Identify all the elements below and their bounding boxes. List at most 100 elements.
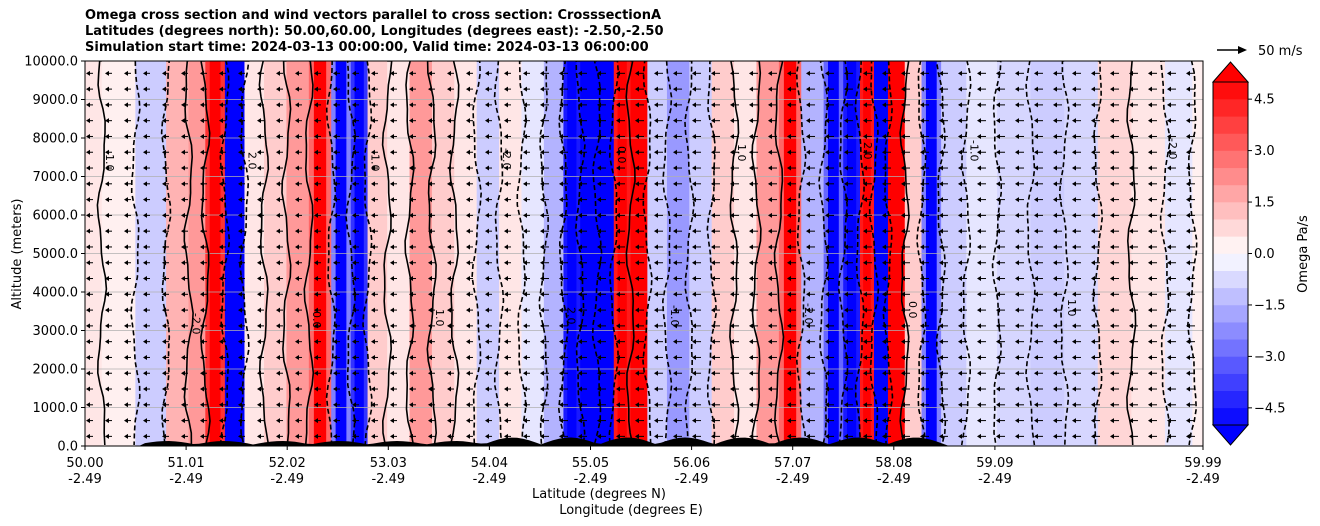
wind-vector-head bbox=[863, 181, 867, 187]
wind-vector-head bbox=[920, 118, 924, 124]
contour-line bbox=[404, 61, 415, 446]
wind-vector-head bbox=[730, 276, 734, 282]
wind-vector-head bbox=[939, 370, 943, 376]
wind-vector-head bbox=[181, 133, 185, 139]
wind-vector-head bbox=[409, 323, 413, 329]
wind-vector-head bbox=[390, 165, 394, 171]
wind-vector-head bbox=[1053, 370, 1057, 376]
wind-vector-head bbox=[844, 212, 848, 218]
wind-vector-head bbox=[578, 102, 582, 108]
wind-vector-head bbox=[1034, 212, 1038, 218]
wind-vector-head bbox=[825, 244, 829, 250]
wind-vector-head bbox=[578, 339, 582, 345]
wind-vector-head bbox=[295, 276, 299, 282]
wind-vector-head bbox=[711, 402, 715, 408]
wind-vector-head bbox=[578, 276, 582, 282]
wind-vector-head bbox=[901, 181, 905, 187]
contour-line bbox=[160, 61, 172, 446]
wind-vector-head bbox=[711, 102, 715, 108]
wind-vector-head bbox=[806, 102, 810, 108]
wind-vector-head bbox=[1034, 118, 1038, 124]
wind-vector-head bbox=[559, 276, 563, 282]
wind-vector-head bbox=[257, 339, 261, 345]
colorbar-tick-label: 3.0 bbox=[1254, 144, 1275, 159]
wind-vector-head bbox=[768, 291, 772, 297]
wind-vector-head bbox=[939, 276, 943, 282]
wind-vector-head bbox=[390, 70, 394, 76]
wind-vector-head bbox=[162, 133, 166, 139]
wind-vector-head bbox=[673, 339, 677, 345]
wind-vector-head bbox=[768, 260, 772, 266]
wind-vector-head bbox=[295, 165, 299, 171]
wind-vector-head bbox=[428, 339, 432, 345]
wind-vector-head bbox=[939, 86, 943, 92]
wind-vector-head bbox=[86, 260, 90, 266]
wind-vector-head bbox=[352, 86, 356, 92]
wind-vector-head bbox=[143, 323, 147, 329]
wind-vector-head bbox=[523, 197, 527, 203]
wind-vector-head bbox=[1053, 102, 1057, 108]
wind-vector-head bbox=[730, 339, 734, 345]
wind-vector-head bbox=[730, 149, 734, 155]
wind-vector-head bbox=[920, 339, 924, 345]
wind-vector-head bbox=[314, 354, 318, 360]
wind-vector-head bbox=[958, 70, 962, 76]
wind-vector-head bbox=[276, 228, 280, 234]
wind-vector-head bbox=[749, 102, 753, 108]
wind-vector-head bbox=[768, 102, 772, 108]
wind-vector-head bbox=[105, 133, 109, 139]
wind-vector-head bbox=[1091, 307, 1095, 313]
wind-vector-head bbox=[711, 323, 715, 329]
wind-vector-head bbox=[844, 228, 848, 234]
wind-vector-head bbox=[559, 149, 563, 155]
wind-vector-head bbox=[901, 339, 905, 345]
wind-vector-head bbox=[711, 70, 715, 76]
wind-vector-head bbox=[1015, 276, 1019, 282]
wind-vector-head bbox=[86, 323, 90, 329]
wind-vector-head bbox=[1072, 133, 1076, 139]
wind-vector-head bbox=[504, 86, 508, 92]
wind-vector-head bbox=[314, 370, 318, 376]
wind-vector-head bbox=[200, 118, 204, 124]
wind-vector-head bbox=[257, 149, 261, 155]
wind-vector-head bbox=[371, 386, 375, 392]
wind-vector-head bbox=[333, 402, 337, 408]
wind-vector-head bbox=[768, 133, 772, 139]
wind-vector-head bbox=[371, 212, 375, 218]
colorbar-extend-top bbox=[1211, 61, 1250, 83]
wind-vector-head bbox=[939, 244, 943, 250]
wind-vector-head bbox=[219, 433, 223, 439]
wind-vector-head bbox=[200, 212, 204, 218]
wind-vector-head bbox=[711, 149, 715, 155]
wind-vector-head bbox=[314, 244, 318, 250]
wind-vector-head bbox=[825, 118, 829, 124]
y-tick-label: 0.0 bbox=[57, 440, 78, 455]
wind-vector-head bbox=[1148, 118, 1152, 124]
wind-vector-head bbox=[485, 354, 489, 360]
wind-vector-head bbox=[958, 133, 962, 139]
wind-vector-head bbox=[920, 418, 924, 424]
wind-vector-head bbox=[1186, 86, 1190, 92]
wind-vector-head bbox=[523, 370, 527, 376]
y-tick-label: 6000.0 bbox=[33, 209, 79, 224]
y-axis: 0.01000.02000.03000.04000.05000.06000.07… bbox=[24, 55, 85, 455]
wind-vector-head bbox=[162, 86, 166, 92]
wind-vector-head bbox=[1148, 260, 1152, 266]
x-tick-label-lon: -2.49 bbox=[371, 472, 405, 487]
wind-vector-head bbox=[409, 149, 413, 155]
wind-vector-head bbox=[806, 433, 810, 439]
wind-vector-head bbox=[219, 307, 223, 313]
wind-vector-head bbox=[1015, 291, 1019, 297]
wind-vector-head bbox=[939, 291, 943, 297]
wind-vector-head bbox=[143, 70, 147, 76]
wind-vector-head bbox=[485, 418, 489, 424]
wind-vector-head bbox=[1148, 418, 1152, 424]
y-tick-label: 8000.0 bbox=[33, 132, 79, 147]
wind-vector-head bbox=[219, 276, 223, 282]
wind-vector-head bbox=[654, 260, 658, 266]
wind-vector-head bbox=[485, 244, 489, 250]
wind-vector-head bbox=[409, 354, 413, 360]
wind-vector-head bbox=[1110, 70, 1114, 76]
wind-vector-head bbox=[692, 276, 696, 282]
wind-vector-head bbox=[86, 228, 90, 234]
